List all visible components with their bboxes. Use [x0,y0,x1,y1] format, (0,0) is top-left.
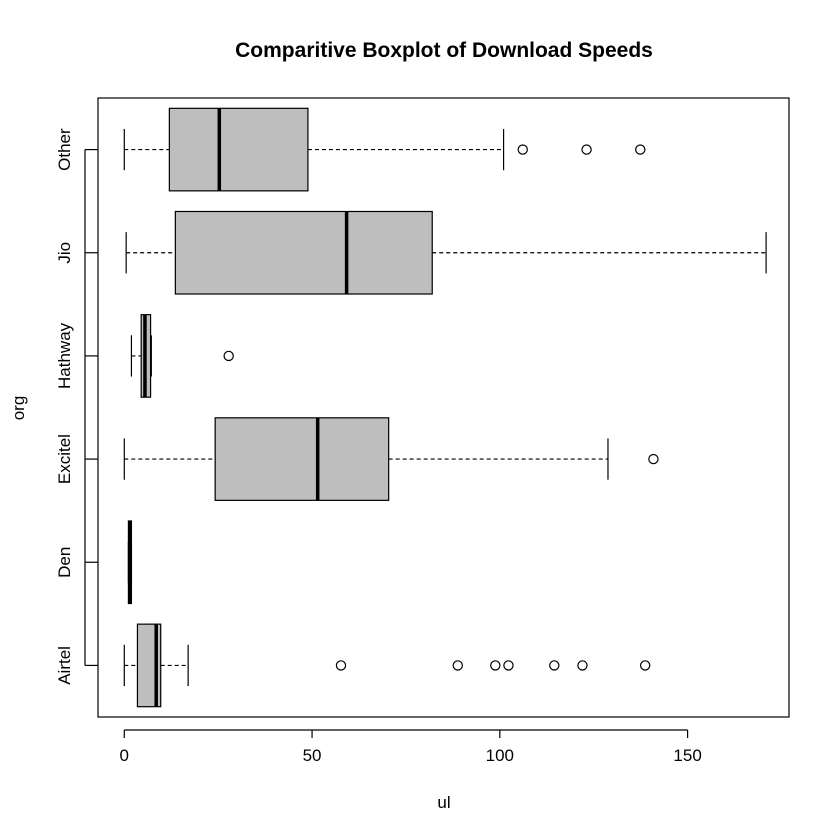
plot-frame [97,97,790,718]
box-group-hathway [130,314,234,398]
x-tick-label-50: 50 [303,746,322,765]
y-axis: Airtel Den Excitel Hathway Jio Other [55,128,98,685]
outlier-excitel-1 [648,453,659,465]
outlier-airtel-6 [577,660,588,671]
box-group-den [127,520,133,605]
x-tick-label-150: 150 [673,746,701,765]
boxes-layer [123,107,767,708]
x-tick-label-100: 100 [486,746,514,765]
y-tick-label-jio: Jio [55,242,74,264]
y-tick-label-den: Den [55,547,74,578]
outlier-airtel-3 [490,660,501,671]
box-group-jio [125,210,767,295]
y-tick-label-hathway: Hathway [55,322,74,389]
box-group-other [123,107,646,192]
x-tick-label-0: 0 [120,746,129,765]
outlier-airtel-7 [639,660,651,671]
outlier-airtel-5 [549,660,560,671]
outlier-other-3 [635,144,646,155]
x-axis-label: ul [437,793,450,812]
outlier-airtel-2 [452,660,463,671]
box-group-excitel [123,417,659,501]
outlier-other-1 [517,144,528,155]
box-group-airtel [123,623,651,708]
y-tick-label-excitel: Excitel [55,434,74,484]
box-excitel [214,417,390,501]
outlier-hathway-1 [223,350,234,362]
outlier-airtel-4 [503,660,514,671]
box-other [168,107,309,192]
box-jio [174,210,433,295]
y-axis-label: org [9,396,28,421]
outlier-airtel-1 [335,660,347,671]
y-tick-label-airtel: Airtel [55,646,74,685]
outlier-other-2 [581,144,592,155]
x-axis: 0 50 100 150 [120,729,702,765]
y-tick-label-other: Other [55,128,74,171]
chart-title: Comparitive Boxplot of Download Speeds [235,39,653,62]
